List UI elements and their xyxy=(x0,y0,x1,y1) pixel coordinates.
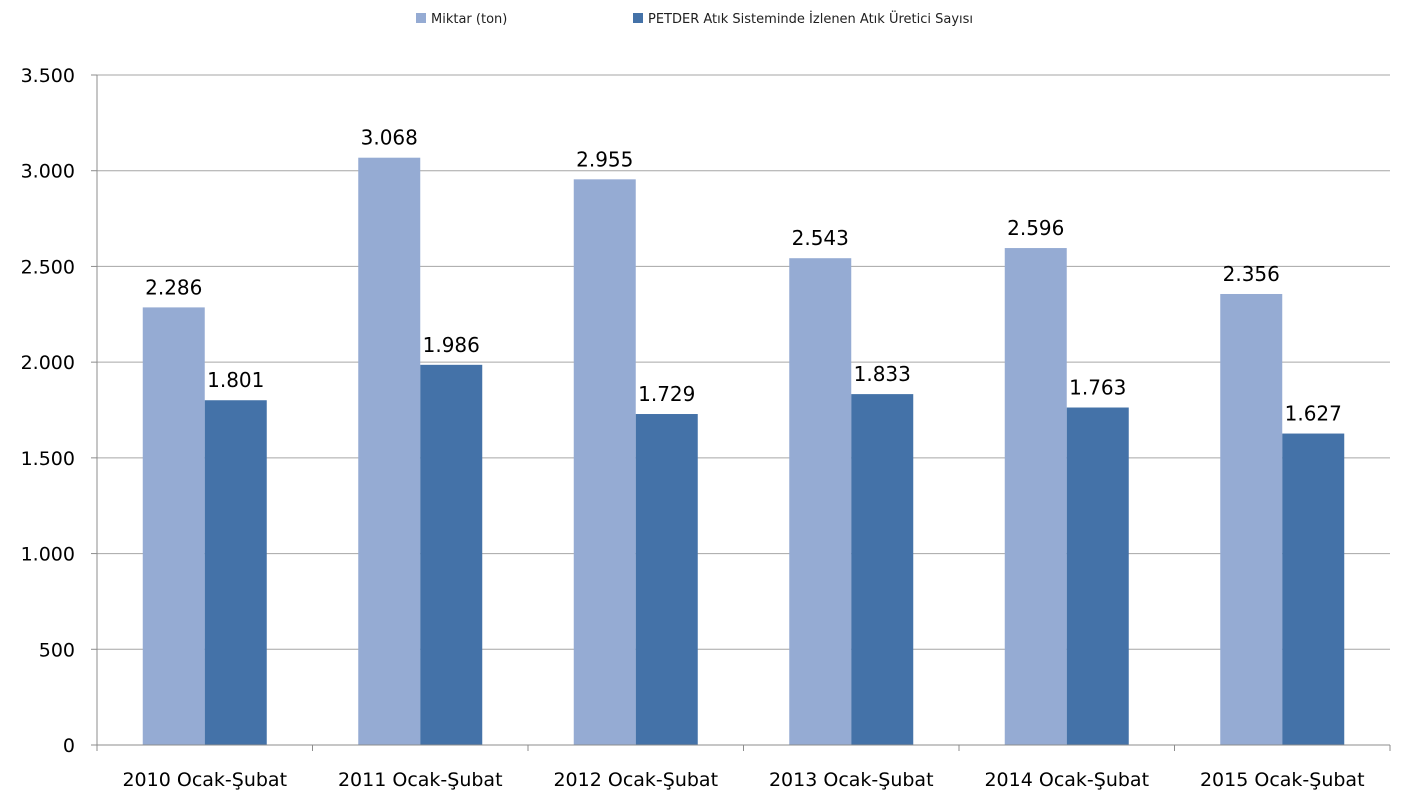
bar-uretici-sayisi xyxy=(1066,407,1129,745)
y-tick-label: 3.000 xyxy=(21,161,75,183)
y-axis: 0 500 1.000 1.500 2.000 2.500 3.000 3.500 xyxy=(21,65,98,757)
legend-label-uretici-sayisi: PETDER Atık Sisteminde İzlenen Atık Üret… xyxy=(648,10,973,27)
data-label-miktar: 2.286 xyxy=(145,275,202,299)
data-label-uretici-sayisi: 1.833 xyxy=(854,362,911,386)
bar-miktar xyxy=(1220,293,1283,745)
x-category-label: 2010 Ocak-Şubat xyxy=(122,769,287,791)
bar-miktar xyxy=(789,258,852,745)
legend-label-miktar: Miktar (ton) xyxy=(431,12,507,27)
data-label-miktar: 3.068 xyxy=(361,126,418,150)
x-category-label: 2014 Ocak-Şubat xyxy=(984,769,1149,791)
legend-swatch-uretici-sayisi xyxy=(633,13,643,23)
data-label-miktar: 2.596 xyxy=(1007,216,1064,240)
legend: Miktar (ton) PETDER Atık Sisteminde İzle… xyxy=(416,10,973,27)
bar-uretici-sayisi xyxy=(1282,433,1345,745)
bar-miktar xyxy=(573,179,636,746)
data-label-uretici-sayisi: 1.729 xyxy=(638,382,695,406)
bar-uretici-sayisi xyxy=(420,364,483,745)
bar-miktar xyxy=(358,157,421,745)
y-tick-label: 1.000 xyxy=(21,544,75,566)
data-label-miktar: 2.543 xyxy=(792,226,849,250)
x-category-label: 2011 Ocak-Şubat xyxy=(338,769,503,791)
bars: 2.286 1.801 3.068 1.986 2.955 1.729 2.543 1.833… xyxy=(142,126,1345,746)
y-tick-label: 3.500 xyxy=(21,65,75,87)
y-tick-label: 1.500 xyxy=(21,448,75,470)
y-tick-label: 500 xyxy=(39,639,75,661)
bar-uretici-sayisi xyxy=(204,400,267,745)
gridlines xyxy=(97,74,1390,650)
data-label-uretici-sayisi: 1.763 xyxy=(1069,376,1126,400)
x-axis: 2010 Ocak-Şubat 2011 Ocak-Şubat 2012 Ocak-… xyxy=(96,744,1391,791)
bar-uretici-sayisi xyxy=(635,414,698,745)
bar-uretici-sayisi xyxy=(851,394,914,745)
bar-miktar xyxy=(142,307,205,745)
x-category-label: 2013 Ocak-Şubat xyxy=(769,769,934,791)
data-label-uretici-sayisi: 1.801 xyxy=(207,368,264,392)
x-category-label: 2012 Ocak-Şubat xyxy=(553,769,718,791)
y-tick-label: 2.500 xyxy=(21,256,75,278)
legend-swatch-miktar xyxy=(416,13,426,23)
data-label-uretici-sayisi: 1.986 xyxy=(423,333,480,357)
data-label-miktar: 2.955 xyxy=(576,147,633,171)
y-tick-label: 2.000 xyxy=(21,352,75,374)
bar-miktar xyxy=(1004,248,1067,745)
y-tick-label: 0 xyxy=(63,735,75,757)
data-label-uretici-sayisi: 1.627 xyxy=(1285,402,1342,426)
data-label-miktar: 2.356 xyxy=(1223,262,1280,286)
x-category-label: 2015 Ocak-Şubat xyxy=(1200,769,1365,791)
